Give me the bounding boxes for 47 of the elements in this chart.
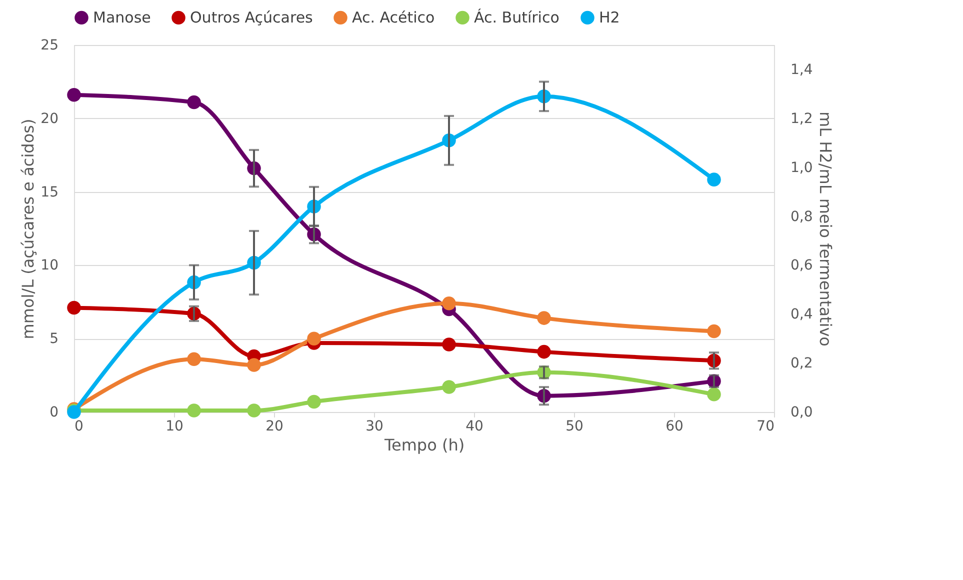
y2-axis-title: mL H2/mL meio fermentativo — [816, 112, 835, 346]
y-tick-label: 25 — [40, 38, 58, 54]
point — [307, 394, 321, 409]
point — [537, 344, 551, 359]
x-axis-title: Tempo (h) — [383, 436, 465, 454]
x-tick-label: 20 — [266, 418, 284, 434]
x-tick-label: 30 — [366, 418, 384, 434]
y-tick-label: 10 — [40, 258, 58, 274]
legend-label: Outros Açúcares — [190, 8, 314, 27]
point — [307, 332, 321, 346]
y-tick-label: 15 — [40, 184, 58, 200]
y2-tick-label: 0,6 — [790, 258, 813, 274]
point — [247, 358, 261, 372]
y2-tick-label: 0,4 — [790, 306, 813, 323]
point — [442, 338, 456, 352]
point — [187, 95, 201, 110]
point — [707, 388, 721, 402]
x-tick-label: 0 — [74, 418, 84, 434]
point — [247, 404, 261, 418]
y-axis-title: mmol/L (açúcares e ácidos) — [18, 118, 38, 340]
y-tick-label: 0 — [50, 404, 58, 420]
legend-label: Ac. Acético — [352, 8, 435, 27]
point — [67, 300, 81, 315]
point — [707, 172, 721, 186]
y2-tick-label: 1,2 — [790, 110, 813, 127]
y2-tick-label: 0,2 — [790, 356, 813, 372]
point — [537, 311, 551, 325]
y-tick-label: 20 — [40, 110, 58, 127]
legend-label: Ác. Butírico — [474, 8, 560, 27]
y-tick-label: 5 — [50, 331, 58, 348]
point — [707, 324, 721, 338]
point — [442, 296, 456, 310]
y2-tick-label: 0,0 — [790, 404, 813, 420]
point — [67, 88, 81, 102]
y2-tick-label: 0,8 — [790, 208, 813, 225]
x-tick-label: 50 — [566, 418, 584, 434]
x-tick-label: 70 — [756, 418, 774, 434]
x-tick-label: 40 — [466, 418, 484, 434]
x-tick-label: 60 — [666, 418, 684, 434]
legend-label: Manose — [93, 8, 151, 27]
y2-tick-label: 1,0 — [790, 160, 813, 176]
y2-tick-label: 1,4 — [790, 62, 813, 78]
x-tick-label: 10 — [166, 418, 184, 434]
legend-label: H2 — [599, 8, 620, 27]
point — [187, 352, 201, 366]
point — [442, 380, 456, 394]
point — [187, 404, 201, 418]
